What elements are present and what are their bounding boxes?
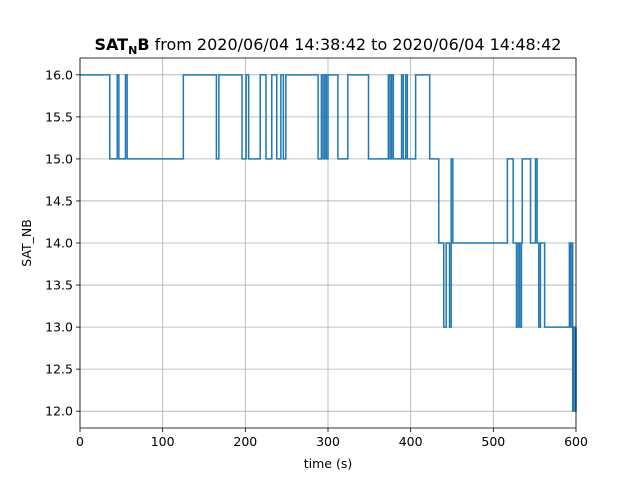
y-axis: 12.0 12.5 13.0 13.5 14.0 14.5 15.0 15.5 16.0 [45, 67, 80, 419]
y-tick-label-2: 13.0 [45, 320, 73, 335]
y-tick-label-0: 12.0 [45, 404, 73, 419]
x-axis-label: time (s) [304, 456, 352, 471]
x-tick-label-6: 600 [564, 434, 588, 449]
y-tick-label-7: 15.5 [45, 109, 73, 124]
y-tick-label-8: 16.0 [45, 67, 73, 82]
y-tick-label-1: 12.5 [45, 362, 73, 377]
x-axis: 0 100 200 300 400 500 600 [76, 428, 588, 449]
y-tick-label-3: 13.5 [45, 278, 73, 293]
x-tick-label-5: 500 [481, 434, 505, 449]
x-tick-label-3: 300 [316, 434, 340, 449]
x-tick-label-2: 200 [233, 434, 257, 449]
x-tick-label-1: 100 [151, 434, 175, 449]
y-axis-label: SAT_NB [19, 219, 34, 267]
series-line-0 [80, 74, 577, 412]
y-tick-label-4: 14.0 [45, 236, 73, 251]
x-tick-label-4: 400 [399, 434, 423, 449]
y-tick-label-5: 14.5 [45, 193, 73, 208]
y-tick-label-6: 15.0 [45, 151, 73, 166]
x-tick-label-0: 0 [76, 434, 84, 449]
chart-title: SATNB from 2020/06/04 14:38:42 to 2020/0… [95, 35, 562, 57]
